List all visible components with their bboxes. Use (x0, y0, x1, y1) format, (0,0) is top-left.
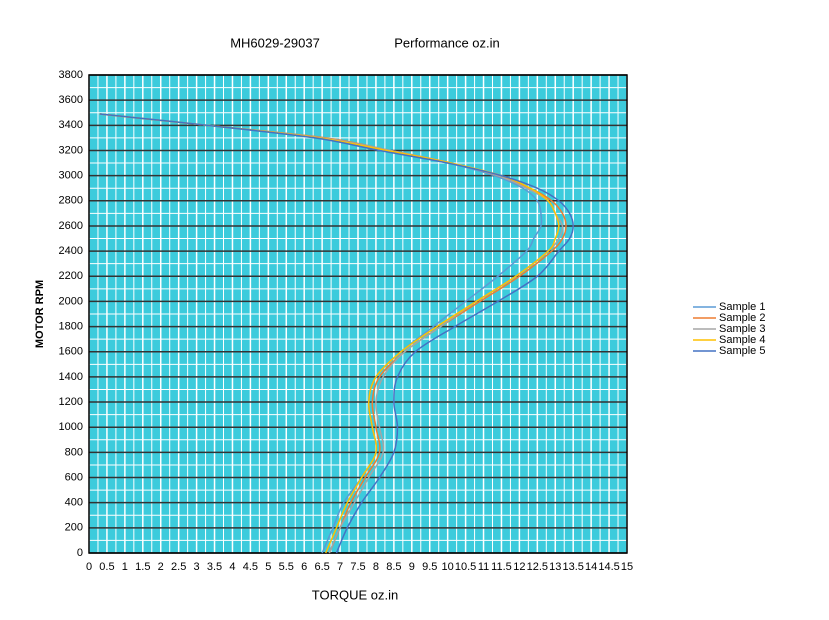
x-tick-label: 6.5 (314, 561, 329, 573)
chart-subtitle: Performance oz.in (394, 35, 500, 50)
x-tick-label: 7.5 (350, 561, 365, 573)
x-tick-label: 10 (442, 561, 454, 573)
legend-label: Sample 1 (719, 301, 765, 313)
x-tick-label: 9.5 (422, 561, 437, 573)
x-tick-label: 9 (409, 561, 415, 573)
x-tick-label: 13.5 (562, 561, 583, 573)
plot-border (88, 74, 628, 554)
y-tick-label: 3200 (59, 144, 83, 156)
data-line (99, 113, 574, 554)
y-axis-label: MOTOR RPM (34, 280, 46, 348)
y-tick-label: 0 (77, 547, 83, 559)
x-tick-label: 12 (513, 561, 525, 573)
y-tick-label: 2800 (59, 195, 83, 207)
x-tick-label: 2.5 (171, 561, 186, 573)
legend-label: Sample 4 (719, 334, 765, 346)
x-tick-label: 14 (585, 561, 597, 573)
legend-label: Sample 3 (719, 323, 765, 335)
chart-title: MH6029-29037 (230, 35, 320, 50)
y-tick-label: 600 (65, 471, 83, 483)
x-tick-label: 7 (337, 561, 343, 573)
x-tick-label: 2 (158, 561, 164, 573)
x-tick-label: 14.5 (598, 561, 619, 573)
legend-label: Sample 2 (719, 312, 765, 324)
y-tick-label: 1800 (59, 320, 83, 332)
x-tick-label: 15 (621, 561, 633, 573)
x-tick-label: 4.5 (243, 561, 258, 573)
x-tick-label: 4 (229, 561, 235, 573)
x-tick-label: 13 (549, 561, 561, 573)
y-tick-label: 3400 (59, 119, 83, 131)
y-tick-label: 2000 (59, 295, 83, 307)
x-tick-label: 11.5 (491, 561, 512, 573)
x-tick-label: 0 (86, 561, 92, 573)
y-tick-label: 2600 (59, 220, 83, 232)
x-tick-label: 5.5 (279, 561, 294, 573)
x-tick-label: 1.5 (135, 561, 150, 573)
y-tick-label: 1000 (59, 421, 83, 433)
y-tick-label: 3800 (59, 69, 83, 81)
x-tick-label: 8 (373, 561, 379, 573)
y-tick-label: 1400 (59, 371, 83, 383)
x-axis-label: TORQUE oz.in (312, 587, 398, 602)
x-tick-label: 11 (478, 561, 489, 573)
x-tick-label: 6 (301, 561, 307, 573)
x-tick-label: 8.5 (386, 561, 401, 573)
y-tick-label: 200 (65, 522, 83, 534)
x-tick-label: 10.5 (455, 561, 476, 573)
y-tick-label: 2200 (59, 270, 83, 282)
y-tick-label: 1200 (59, 396, 83, 408)
y-tick-label: 1600 (59, 346, 83, 358)
x-tick-label: 3.5 (207, 561, 222, 573)
legend-label: Sample 5 (719, 345, 765, 357)
y-tick-label: 400 (65, 497, 83, 509)
x-tick-label: 12.5 (527, 561, 548, 573)
x-tick-label: 0.5 (99, 561, 114, 573)
data-line (99, 113, 560, 554)
x-tick-label: 3 (194, 561, 200, 573)
y-tick-label: 800 (65, 446, 83, 458)
y-tick-label: 3000 (59, 170, 83, 182)
x-tick-label: 1 (122, 561, 128, 573)
y-tick-label: 2400 (59, 245, 83, 257)
y-tick-label: 3600 (59, 94, 83, 106)
x-tick-label: 5 (265, 561, 271, 573)
